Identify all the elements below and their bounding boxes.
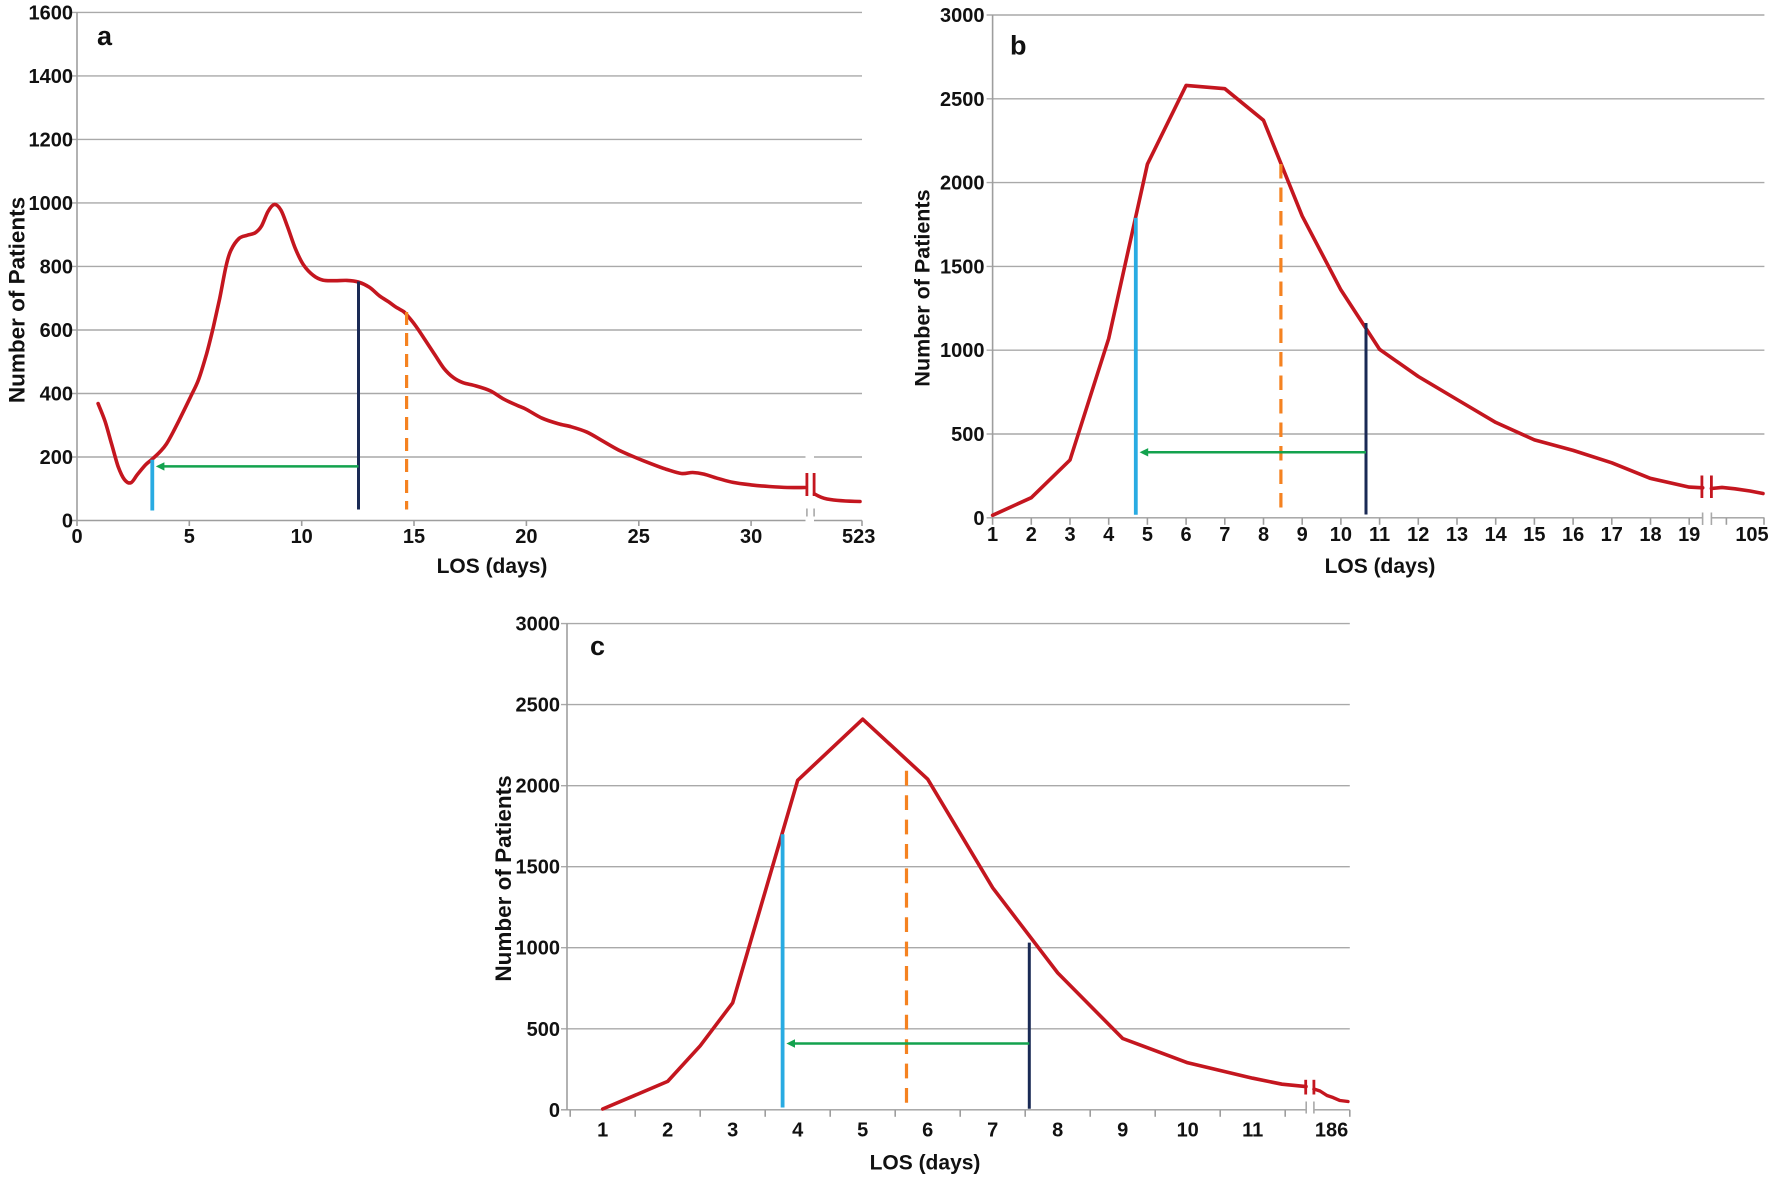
svg-text:600: 600 bbox=[40, 320, 73, 342]
svg-text:c: c bbox=[590, 631, 605, 661]
svg-text:2500: 2500 bbox=[940, 89, 985, 111]
svg-text:Number of Patients: Number of Patients bbox=[5, 197, 30, 403]
svg-text:9: 9 bbox=[1117, 1120, 1128, 1142]
svg-text:15: 15 bbox=[1523, 524, 1545, 546]
svg-text:186: 186 bbox=[1315, 1120, 1348, 1142]
svg-text:3: 3 bbox=[727, 1120, 738, 1142]
svg-text:15: 15 bbox=[403, 526, 425, 548]
svg-text:16: 16 bbox=[1562, 524, 1584, 546]
svg-text:17: 17 bbox=[1601, 524, 1623, 546]
svg-text:11: 11 bbox=[1242, 1120, 1263, 1142]
svg-text:13: 13 bbox=[1446, 524, 1468, 546]
svg-text:523: 523 bbox=[842, 526, 875, 548]
svg-text:4: 4 bbox=[792, 1120, 804, 1142]
svg-text:30: 30 bbox=[740, 526, 762, 548]
svg-text:1000: 1000 bbox=[940, 340, 985, 362]
svg-text:6: 6 bbox=[922, 1120, 933, 1142]
svg-text:12: 12 bbox=[1407, 524, 1429, 546]
svg-text:LOS (days): LOS (days) bbox=[870, 1152, 981, 1175]
svg-text:8: 8 bbox=[1258, 524, 1269, 546]
svg-text:LOS (days): LOS (days) bbox=[1325, 555, 1436, 578]
svg-text:0: 0 bbox=[62, 511, 73, 533]
svg-text:3000: 3000 bbox=[940, 5, 985, 27]
svg-text:2500: 2500 bbox=[516, 695, 561, 717]
svg-text:20: 20 bbox=[515, 526, 537, 548]
svg-text:Number of Patients: Number of Patients bbox=[911, 189, 935, 386]
svg-text:0: 0 bbox=[71, 526, 82, 548]
svg-text:1: 1 bbox=[987, 524, 998, 546]
svg-text:18: 18 bbox=[1639, 524, 1661, 546]
svg-text:500: 500 bbox=[951, 424, 984, 446]
svg-text:1400: 1400 bbox=[29, 66, 74, 88]
svg-text:14: 14 bbox=[1485, 524, 1508, 546]
svg-text:25: 25 bbox=[628, 526, 650, 548]
svg-text:10: 10 bbox=[1177, 1120, 1199, 1142]
svg-text:2: 2 bbox=[662, 1120, 673, 1142]
svg-text:7: 7 bbox=[1219, 524, 1230, 546]
svg-text:10: 10 bbox=[291, 526, 313, 548]
svg-text:2000: 2000 bbox=[516, 776, 561, 798]
svg-text:105: 105 bbox=[1735, 524, 1768, 546]
svg-text:a: a bbox=[97, 21, 113, 51]
svg-text:400: 400 bbox=[40, 384, 73, 406]
svg-text:5: 5 bbox=[184, 526, 195, 548]
svg-text:11: 11 bbox=[1369, 524, 1390, 546]
svg-text:1: 1 bbox=[597, 1120, 608, 1142]
svg-text:LOS (days): LOS (days) bbox=[437, 555, 548, 578]
svg-text:10: 10 bbox=[1330, 524, 1352, 546]
svg-text:1500: 1500 bbox=[940, 256, 985, 278]
svg-text:b: b bbox=[1010, 31, 1027, 61]
svg-text:200: 200 bbox=[40, 447, 73, 469]
svg-text:6: 6 bbox=[1181, 524, 1192, 546]
svg-text:7: 7 bbox=[987, 1120, 998, 1142]
svg-text:0: 0 bbox=[973, 508, 984, 530]
svg-text:Number of Patients: Number of Patients bbox=[491, 775, 516, 981]
svg-text:0: 0 bbox=[549, 1100, 560, 1122]
svg-text:3000: 3000 bbox=[516, 614, 561, 636]
svg-text:1000: 1000 bbox=[516, 938, 561, 960]
svg-text:2: 2 bbox=[1026, 524, 1037, 546]
svg-text:19: 19 bbox=[1678, 524, 1700, 546]
svg-text:5: 5 bbox=[857, 1120, 868, 1142]
svg-text:9: 9 bbox=[1297, 524, 1308, 546]
svg-text:800: 800 bbox=[40, 256, 73, 278]
svg-text:8: 8 bbox=[1052, 1120, 1063, 1142]
svg-text:1600: 1600 bbox=[29, 2, 74, 24]
svg-text:3: 3 bbox=[1064, 524, 1075, 546]
svg-text:4: 4 bbox=[1103, 524, 1115, 546]
svg-text:1500: 1500 bbox=[516, 857, 561, 879]
svg-text:5: 5 bbox=[1142, 524, 1153, 546]
svg-text:2000: 2000 bbox=[940, 173, 985, 195]
svg-text:500: 500 bbox=[527, 1019, 560, 1041]
svg-text:1200: 1200 bbox=[29, 129, 74, 151]
svg-text:1000: 1000 bbox=[29, 193, 74, 215]
